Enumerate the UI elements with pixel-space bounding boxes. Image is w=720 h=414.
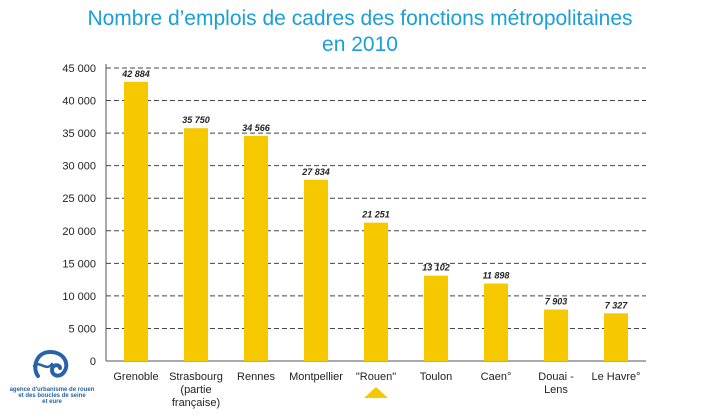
x-tick-label: Douai - (538, 371, 574, 383)
y-tick-label: 45 000 (62, 63, 96, 75)
y-tick-label: 15 000 (62, 258, 96, 270)
y-tick-label: 40 000 (62, 96, 96, 108)
x-tick-label: Lens (544, 384, 568, 396)
bar (124, 81, 148, 361)
x-tick-label: française) (172, 397, 220, 409)
x-tick-label: Montpellier (289, 371, 343, 383)
data-label: 21 251 (361, 210, 390, 220)
agency-logo: agence d'urbanisme de rouen et des boucl… (4, 346, 100, 405)
bar (244, 135, 268, 361)
y-tick-label: 35 000 (62, 128, 96, 140)
y-tick-label: 20 000 (62, 226, 96, 238)
bar (424, 275, 448, 361)
bar (364, 222, 388, 361)
agency-logo-icon (32, 349, 69, 378)
x-tick-label: Toulon (420, 371, 452, 383)
x-tick-label: Rennes (237, 371, 275, 383)
x-tick-label: Grenoble (113, 371, 158, 383)
bar (544, 309, 568, 361)
bar (484, 283, 508, 361)
data-label: 34 566 (242, 123, 271, 133)
bar (184, 128, 208, 361)
data-label: 35 750 (182, 115, 210, 125)
data-label: 11 898 (483, 271, 510, 281)
agency-logo-text: agence d'urbanisme de rouen et des boucl… (9, 387, 95, 405)
data-label: 27 834 (301, 167, 330, 177)
y-tick-label: 30 000 (62, 161, 96, 173)
y-tick-label: 25 000 (62, 193, 96, 205)
data-label: 13 102 (422, 263, 450, 273)
x-tick-label: (partie (180, 384, 211, 396)
x-tick-label: "Rouen" (356, 371, 396, 383)
y-tick-label: 5 000 (68, 323, 96, 335)
y-tick-label: 10 000 (62, 291, 96, 303)
bar (604, 313, 628, 361)
x-tick-label: Le Havre° (591, 371, 640, 383)
chart-title-line-1: Nombre d’emplois de cadres des fonctions… (87, 7, 633, 30)
data-label: 7 903 (545, 297, 568, 307)
x-tick-label: Caen° (481, 371, 512, 383)
y-tick-label: 0 (90, 356, 96, 368)
data-label: 7 327 (605, 300, 629, 310)
bar (304, 179, 328, 361)
data-label: 42 884 (121, 69, 150, 79)
chart-title-line-2: en 2010 (322, 33, 398, 56)
x-tick-label: Strasbourg (169, 371, 223, 383)
highlight-triangle-icon (364, 387, 388, 398)
